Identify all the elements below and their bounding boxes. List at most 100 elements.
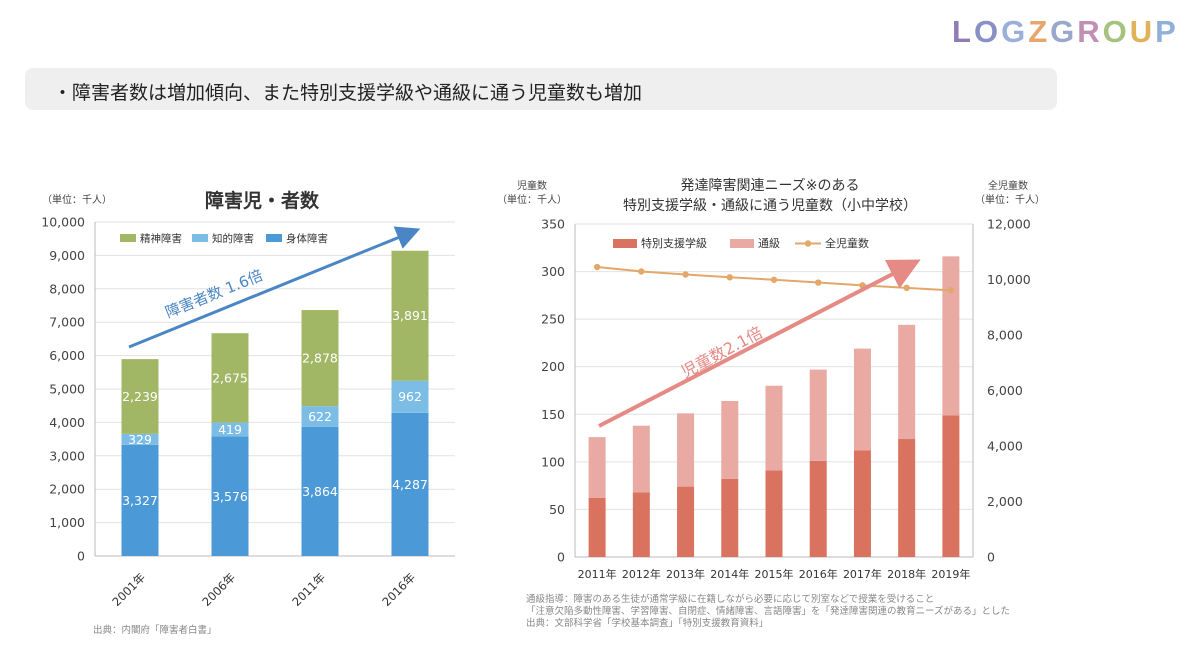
chart2-line-point xyxy=(947,287,955,294)
chart2-x-tick: 2018年 xyxy=(887,567,926,581)
chart1-data-label: 2,675 xyxy=(212,370,248,385)
chart2-y-tick: 0 xyxy=(557,550,565,565)
chart1-legend-label: 身体障害 xyxy=(286,232,328,245)
chart2-bar-通級 xyxy=(632,425,650,493)
chart2-y2-tick: 10,000 xyxy=(987,272,1031,287)
chart1-x-tick: 2006年 xyxy=(199,570,238,609)
chart2-bar-特別支援学級 xyxy=(588,498,606,557)
chart2-line-point xyxy=(726,274,733,281)
chart2-x-tick: 2013年 xyxy=(666,567,705,581)
chart1-data-label: 3,891 xyxy=(392,308,428,323)
chart1-data-label: 3,327 xyxy=(122,493,158,508)
logo-letter: O xyxy=(973,14,1002,49)
chart2-x-tick: 2012年 xyxy=(622,567,661,581)
chart1-growth-arrow xyxy=(128,226,421,349)
chart1-data-label: 962 xyxy=(398,389,422,404)
chart2-bar-通級 xyxy=(721,400,739,479)
chart2-y2-tick: 12,000 xyxy=(987,217,1031,232)
chart2-x-tick: 2016年 xyxy=(799,567,838,581)
chart2-legend-swatch xyxy=(613,239,637,248)
chart2-y2-tick: 6,000 xyxy=(987,383,1023,398)
logo-letter: P xyxy=(1155,14,1179,49)
chart1-bar-知的障害 xyxy=(301,406,339,427)
chart1-legend-label: 知的障害 xyxy=(212,232,254,245)
note-line-2: 「注意欠陥多動性障害、学習障害、自閉症、情緒障害、言語障害」を「発達障害関連の教… xyxy=(526,606,1011,617)
chart1-y-tick: 1,000 xyxy=(49,515,85,530)
chart2-legend-swatch xyxy=(730,239,754,248)
chart2-y-unit-line2: （単位：千人） xyxy=(497,193,567,206)
chart1-data-label: 419 xyxy=(218,422,242,437)
chart2-bar-通級 xyxy=(853,348,871,451)
chart2-x-tick: 2011年 xyxy=(578,567,617,581)
chart1-y-tick: 10,000 xyxy=(41,215,85,230)
chart1-y-tick: 5,000 xyxy=(49,382,85,397)
chart2-line-point xyxy=(682,271,689,278)
chart2-x-tick: 2017年 xyxy=(843,567,882,581)
chart2-y-tick: 200 xyxy=(541,359,565,374)
chart1-data-label: 3,576 xyxy=(212,489,248,504)
chart2-x-tick: 2019年 xyxy=(931,567,970,581)
chart1-bar-身体障害 xyxy=(121,444,159,556)
chart1-legend-swatch xyxy=(192,234,208,242)
chart1-y-tick: 0 xyxy=(77,549,85,564)
chart2-x-tick: 2015年 xyxy=(755,567,794,581)
chart2-y2-tick: 4,000 xyxy=(987,439,1023,454)
chart2-y-tick: 100 xyxy=(541,454,565,469)
chart1-bar-精神障害 xyxy=(211,333,249,423)
chart2-legend-label: 通級 xyxy=(758,237,780,250)
chart-disability-count: 障害児・者数 （単位：千人） 0 1,000 2,000 3,000 4,000 5,000 6… xyxy=(41,189,455,609)
chart2-bar-特別支援学級 xyxy=(632,492,650,557)
chart2-legend-marker xyxy=(804,240,812,247)
chart1-y-tick: 7,000 xyxy=(49,315,85,330)
headline: ・障害者数は増加傾向、また特別支援学級や通級に通う児童数も増加 xyxy=(53,82,643,104)
chart1-bar-身体障害 xyxy=(391,412,429,556)
chart2-y2-tick: 8,000 xyxy=(987,328,1023,343)
chart2-title-line1: 発達障害関連ニーズ※のある xyxy=(680,178,859,194)
chart1-y-tick: 2,000 xyxy=(49,482,85,497)
chart2-y2-tick: 0 xyxy=(987,550,995,565)
chart2-bar-特別支援学級 xyxy=(853,450,871,557)
chart1-legend-label: 精神障害 xyxy=(140,232,182,245)
chart2-bar-通級 xyxy=(809,369,827,461)
note-line-3: 出典：文部科学省「学校基本調査」「特別支援教育資料」 xyxy=(526,618,769,629)
logo-letter: O xyxy=(1102,14,1130,49)
chart2-line-point xyxy=(903,284,910,292)
chart1-legend-swatch xyxy=(266,234,282,242)
chart2-growth-arrow xyxy=(598,259,921,428)
chart2-y-tick: 50 xyxy=(549,502,565,517)
chart2-bar-特別支援学級 xyxy=(809,460,827,557)
logo-letter: Z xyxy=(1028,14,1051,49)
chart1-y-tick: 4,000 xyxy=(49,415,85,430)
chart2-bar-特別支援学級 xyxy=(898,439,916,557)
chart1-y-unit: （単位：千人） xyxy=(42,193,112,206)
chart1-x-tick: 2016年 xyxy=(379,570,418,609)
chart1-bar-身体障害 xyxy=(211,436,249,556)
chart2-legend-label: 特別支援学級 xyxy=(641,236,707,250)
chart1-data-label: 2,878 xyxy=(302,351,338,366)
chart2-y2-unit-line1: 全児童数 xyxy=(988,179,1028,192)
chart1-data-label: 4,287 xyxy=(392,477,428,492)
chart2-bar-通級 xyxy=(765,385,783,471)
chart2-bar-特別支援学級 xyxy=(677,486,695,557)
chart2-y-tick: 300 xyxy=(541,264,565,279)
chart1-bar-知的障害 xyxy=(121,433,159,445)
logo-letter: R xyxy=(1077,14,1103,49)
chart2-line-point xyxy=(593,263,601,271)
chart2-bar-特別支援学級 xyxy=(942,415,960,557)
source-chart1: 出典：内閣府「障害者白書」 xyxy=(93,625,217,636)
chart2-y-tick: 250 xyxy=(541,312,565,327)
chart1-y-tick: 8,000 xyxy=(49,281,85,296)
chart1-bar-身体障害 xyxy=(301,426,339,556)
chart2-y-unit-line1: 児童数 xyxy=(517,179,547,192)
chart2-line-point xyxy=(770,276,778,283)
chart2-bar-特別支援学級 xyxy=(765,470,783,557)
chart1-legend-swatch xyxy=(120,234,136,242)
chart1-y-tick: 6,000 xyxy=(49,348,85,363)
chart1-bar-精神障害 xyxy=(121,359,159,434)
chart1-y-tick: 3,000 xyxy=(49,448,85,463)
chart2-y2-unit-line2: （単位：千人） xyxy=(975,193,1045,206)
headline-box: ・障害者数は増加傾向、また特別支援学級や通級に通う児童数も増加 xyxy=(25,68,1057,110)
note-line-1: 通級指導：障害のある生徒が通常学級に在籍しながら必要に応じて別室などで授業を受け… xyxy=(526,594,935,605)
chart2-y-tick: 350 xyxy=(541,217,565,232)
